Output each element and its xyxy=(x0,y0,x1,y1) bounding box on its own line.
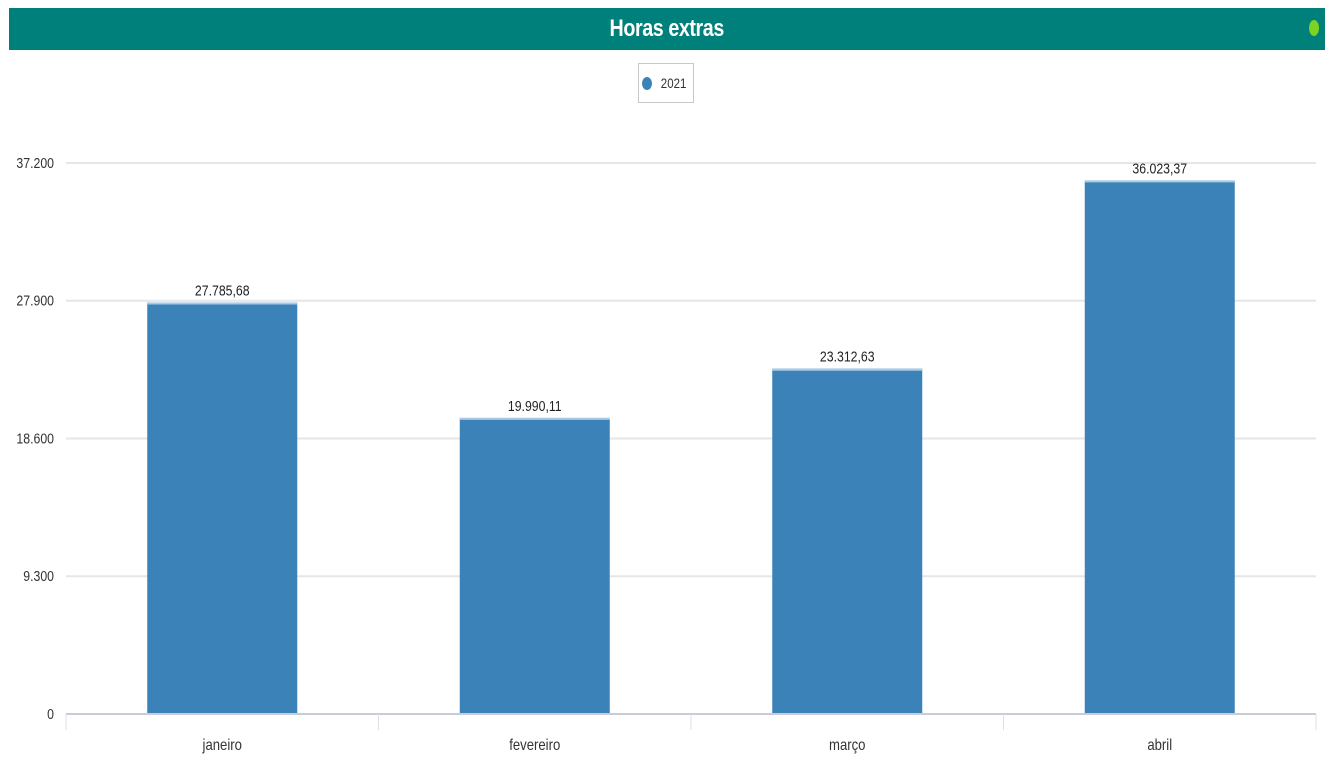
bar-fevereiro xyxy=(459,417,610,714)
status-indicator-icon xyxy=(1309,20,1319,36)
legend-marker-icon xyxy=(642,76,653,90)
x-axis: janeiro fevereiro março abril xyxy=(65,713,1317,754)
chart-legend[interactable]: 2021 xyxy=(638,63,694,103)
y-tick-label: 27.900 xyxy=(16,293,54,309)
bars xyxy=(147,180,1235,714)
x-tick-label: janeiro xyxy=(202,737,242,754)
y-tick-label: 0 xyxy=(47,706,54,722)
data-label: 19.990,11 xyxy=(508,398,562,414)
data-labels: 27.785,68 19.990,11 23.312,63 36.023,37 xyxy=(195,160,1187,414)
bar-abril xyxy=(1084,180,1235,714)
chart-header: Horas extras xyxy=(9,8,1325,50)
data-label: 36.023,37 xyxy=(1132,160,1187,176)
y-axis-ticks: 0 9.300 18.600 27.900 37.200 xyxy=(16,155,54,722)
y-tick-label: 37.200 xyxy=(16,155,54,171)
legend-label-2021: 2021 xyxy=(661,75,687,91)
x-tick-label: abril xyxy=(1147,737,1172,754)
data-label: 23.312,63 xyxy=(820,349,875,365)
x-tick-label: fevereiro xyxy=(509,737,560,754)
data-label: 27.785,68 xyxy=(195,282,250,298)
chart-title: Horas extras xyxy=(609,15,725,42)
x-tick-label: março xyxy=(829,737,865,754)
bar-janeiro xyxy=(147,302,298,714)
y-tick-label: 9.300 xyxy=(23,568,54,584)
y-tick-label: 18.600 xyxy=(16,430,54,446)
bar-março xyxy=(772,368,923,714)
